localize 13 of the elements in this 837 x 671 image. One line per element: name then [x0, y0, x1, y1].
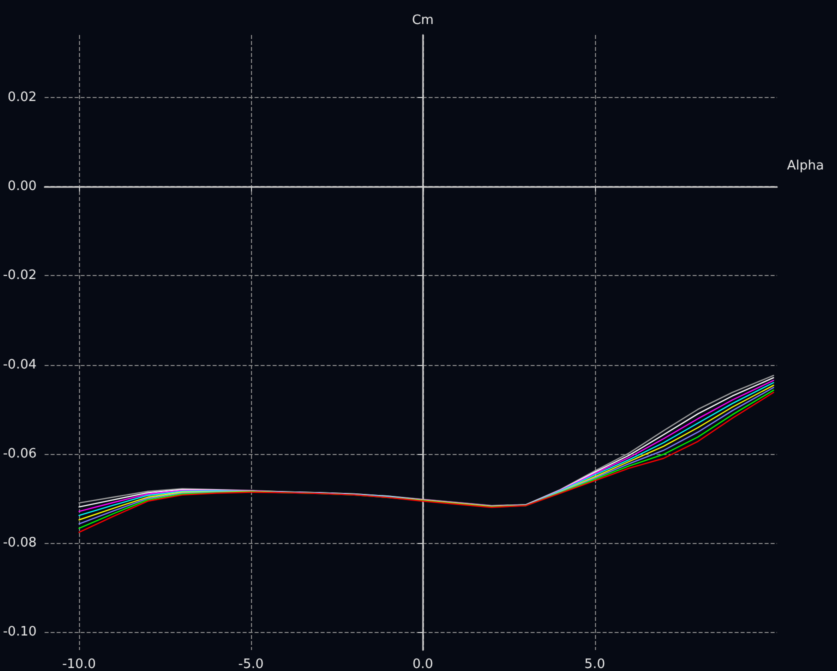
y-tick-label: -0.02 [2, 268, 37, 284]
y-tick-label: -0.08 [2, 536, 37, 551]
x-tick-label: -10.0 [62, 657, 96, 671]
y-tick-label: -0.04 [2, 357, 37, 372]
x-tick-label: -5.0 [238, 657, 264, 671]
x-tick-label: 0.0 [412, 657, 434, 671]
x-axis-title: Alpha [787, 158, 824, 174]
y-tick-label: 0.00 [8, 179, 37, 194]
y-tick-label: -0.10 [2, 624, 37, 640]
y-tick-label: 0.02 [8, 90, 37, 105]
x-tick-label: 5.0 [584, 657, 606, 671]
y-tick-label: -0.06 [2, 446, 37, 462]
y-axis-title: Cm [412, 13, 434, 28]
